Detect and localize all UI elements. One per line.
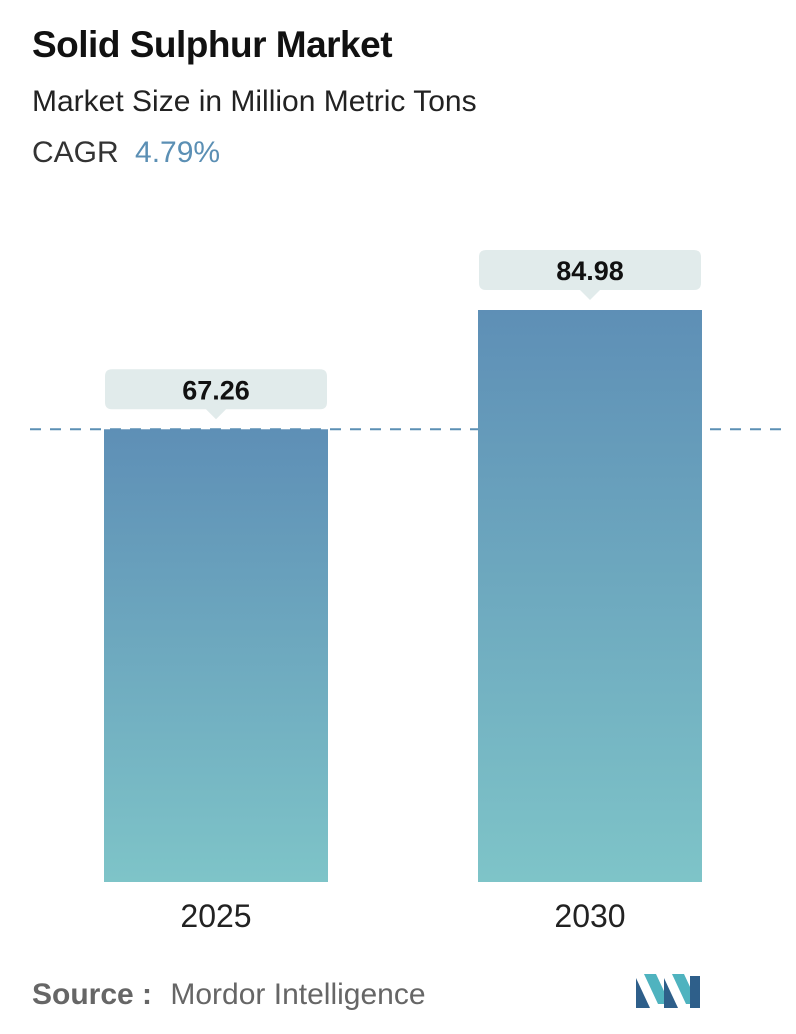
source-label: Source : bbox=[32, 978, 153, 1011]
source-row: Source : Mordor Intelligence bbox=[32, 978, 426, 1012]
mordor-intelligence-logo-icon bbox=[636, 974, 700, 1008]
bar-2025 bbox=[104, 429, 328, 882]
value-label-box-2030 bbox=[479, 250, 701, 300]
value-label-box-2025 bbox=[105, 369, 327, 420]
cagr-label: CAGR bbox=[32, 136, 119, 169]
bar-value-label-2025: 67.26 bbox=[182, 375, 250, 405]
cagr-value: 4.79% bbox=[135, 136, 221, 169]
category-label-2025: 2025 bbox=[180, 898, 251, 934]
bar-value-label-2030: 84.98 bbox=[556, 256, 624, 286]
chart-subtitle: Market Size in Million Metric Tons bbox=[32, 85, 477, 118]
chart-title: Solid Sulphur Market bbox=[32, 24, 393, 65]
source-name: Mordor Intelligence bbox=[170, 978, 426, 1011]
cagr-row: CAGR 4.79% bbox=[32, 136, 220, 170]
category-label-2030: 2030 bbox=[554, 898, 625, 934]
bar-2030 bbox=[478, 310, 702, 882]
bar-chart: 67.26 2025 84.98 2030 bbox=[30, 250, 784, 934]
